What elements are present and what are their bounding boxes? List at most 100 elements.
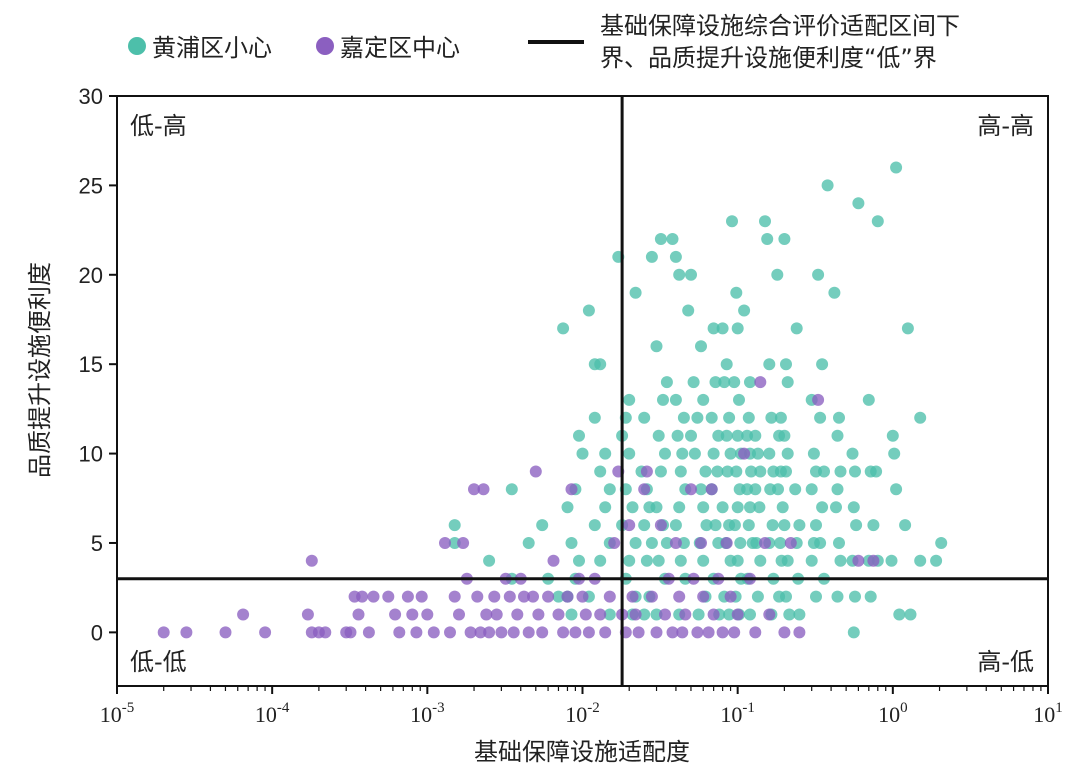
point-jiading <box>483 626 496 639</box>
point-huangpu <box>671 429 684 442</box>
legend-label-threshold: 基础保障设施综合评价适配区间下 界、品质提升设施便利度“低”界 <box>600 10 1040 74</box>
point-jiading <box>654 519 667 532</box>
point-huangpu <box>573 554 585 567</box>
point-huangpu <box>731 554 744 567</box>
point-huangpu <box>652 554 665 567</box>
point-huangpu <box>744 608 756 621</box>
point-jiading <box>702 626 715 639</box>
point-huangpu <box>831 590 844 603</box>
point-huangpu <box>674 465 687 478</box>
y-tick-label: 5 <box>91 531 103 556</box>
point-huangpu <box>789 483 802 496</box>
point-huangpu <box>870 465 883 478</box>
point-huangpu <box>561 501 574 514</box>
point-huangpu <box>745 465 758 478</box>
point-huangpu <box>448 537 461 549</box>
point-jiading <box>749 626 762 639</box>
point-huangpu <box>669 250 682 263</box>
legend-label-jiading: 嘉定区中心 <box>340 34 460 62</box>
legend-marker-threshold <box>528 40 584 44</box>
point-huangpu <box>733 393 745 406</box>
point-huangpu <box>682 304 695 317</box>
point-jiading <box>453 608 465 621</box>
point-huangpu <box>812 268 825 281</box>
point-huangpu <box>695 483 707 496</box>
legend-marker-huangpu <box>128 36 146 55</box>
point-huangpu <box>765 411 778 424</box>
point-huangpu <box>852 197 865 210</box>
point-huangpu <box>730 286 743 299</box>
point-jiading <box>691 626 704 639</box>
point-huangpu <box>810 519 822 532</box>
legend-label-threshold-line1: 基础保障设施综合评价适配区间下 <box>600 12 960 40</box>
point-jiading <box>576 590 589 603</box>
point-huangpu <box>603 483 616 496</box>
point-huangpu <box>623 393 636 406</box>
point-huangpu <box>790 322 803 335</box>
point-huangpu <box>697 554 710 567</box>
point-jiading <box>666 626 679 639</box>
point-huangpu <box>448 519 461 532</box>
point-jiading <box>784 537 797 549</box>
point-jiading <box>536 626 549 639</box>
point-jiading <box>389 608 402 621</box>
point-huangpu <box>594 554 607 567</box>
y-tick-label: 10 <box>79 442 103 467</box>
y-axis-title: 品质提升设施便利度 <box>26 262 54 478</box>
point-jiading <box>529 465 542 478</box>
point-huangpu <box>886 429 899 442</box>
point-huangpu <box>731 322 744 335</box>
point-jiading <box>468 483 480 496</box>
point-jiading <box>305 554 318 567</box>
point-huangpu <box>834 554 847 567</box>
point-huangpu <box>638 608 651 621</box>
point-jiading <box>645 590 658 603</box>
point-huangpu <box>821 179 834 192</box>
point-huangpu <box>673 501 686 514</box>
point-huangpu <box>728 376 741 389</box>
point-jiading <box>632 626 645 639</box>
point-jiading <box>608 537 621 549</box>
point-jiading <box>695 537 707 549</box>
point-huangpu <box>640 554 653 567</box>
point-huangpu <box>695 340 707 353</box>
point-huangpu <box>650 501 663 514</box>
point-huangpu <box>753 501 766 514</box>
point-huangpu <box>805 554 818 567</box>
point-huangpu <box>677 411 690 424</box>
point-jiading <box>503 590 516 603</box>
point-huangpu <box>565 537 578 549</box>
point-huangpu <box>650 608 663 621</box>
point-jiading <box>707 608 720 621</box>
point-jiading <box>507 626 520 639</box>
point-jiading <box>522 626 535 639</box>
point-huangpu <box>623 554 636 567</box>
point-huangpu <box>588 519 601 532</box>
point-jiading <box>724 590 737 603</box>
point-jiading <box>356 590 369 603</box>
legend-marker-jiading <box>316 36 334 55</box>
point-jiading <box>676 626 689 639</box>
point-jiading <box>259 626 272 639</box>
legend-item-jiading: 嘉定区中心 <box>316 28 460 63</box>
point-jiading <box>638 483 651 496</box>
quadrant-label-top-right: 高-高 <box>977 112 1034 140</box>
point-huangpu <box>711 465 724 478</box>
point-huangpu <box>833 537 845 549</box>
point-huangpu <box>810 590 822 603</box>
point-jiading <box>594 608 607 621</box>
point-huangpu <box>935 537 948 549</box>
point-jiading <box>754 376 767 389</box>
point-huangpu <box>723 608 736 621</box>
point-huangpu <box>603 608 616 621</box>
point-jiading <box>603 590 616 603</box>
point-jiading <box>582 626 595 639</box>
x-axis-title: 基础保障设施适配度 <box>474 738 690 766</box>
point-huangpu <box>599 501 612 514</box>
point-jiading <box>561 590 574 603</box>
point-jiading <box>542 590 555 603</box>
point-huangpu <box>899 519 912 532</box>
point-jiading <box>565 483 578 496</box>
x-ticks: 10-5 10-4 10-3 10-2 10-1 100 101 <box>100 686 1063 727</box>
point-jiading <box>344 626 357 639</box>
